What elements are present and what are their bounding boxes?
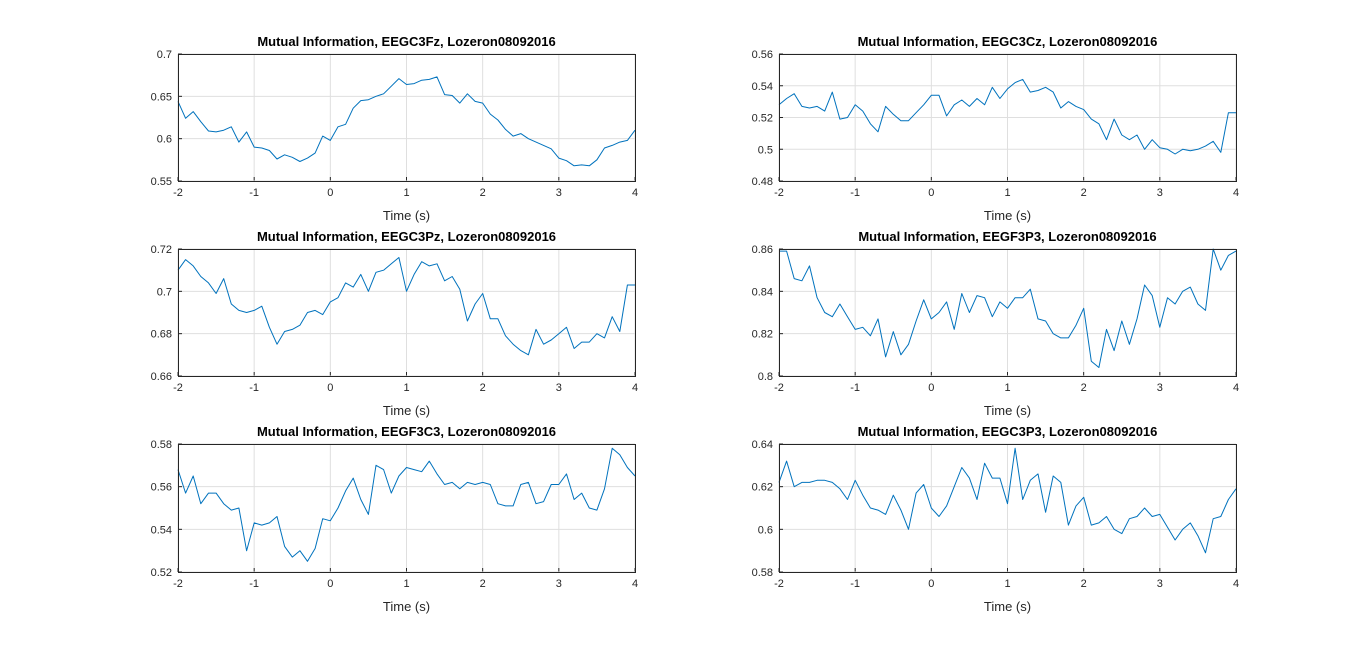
- x-tick-label: 1: [403, 578, 409, 590]
- x-tick-label: -1: [249, 187, 259, 199]
- x-tick-label: 0: [327, 382, 333, 394]
- x-tick-label: -2: [774, 187, 784, 199]
- y-tick-label: 0.72: [151, 244, 172, 256]
- chart-title: Mutual Information, EEGC3P3, Lozeron0809…: [858, 424, 1158, 439]
- y-tick-label: 0.6: [157, 134, 172, 146]
- x-tick-label: 1: [1004, 187, 1010, 199]
- x-tick-label: -2: [774, 382, 784, 394]
- x-axis-label: Time (s): [383, 403, 430, 418]
- chart-title: Mutual Information, EEGC3Fz, Lozeron0809…: [257, 34, 555, 49]
- y-tick-label: 0.52: [752, 113, 773, 125]
- y-tick-label: 0.82: [752, 329, 773, 341]
- x-tick-label: -1: [850, 382, 860, 394]
- x-tick-label: 3: [1157, 578, 1163, 590]
- x-axis-label: Time (s): [984, 599, 1031, 614]
- y-tick-label: 0.66: [151, 371, 172, 383]
- y-tick-label: 0.54: [151, 524, 172, 536]
- y-tick-label: 0.7: [157, 286, 172, 298]
- y-tick-label: 0.55: [151, 176, 172, 188]
- x-tick-label: 1: [403, 382, 409, 394]
- y-tick-label: 0.62: [752, 482, 773, 494]
- y-tick-label: 0.54: [752, 81, 773, 93]
- y-tick-label: 0.6: [758, 524, 773, 536]
- x-axis-label: Time (s): [383, 208, 430, 223]
- y-tick-label: 0.48: [752, 176, 773, 188]
- chart-title: Mutual Information, EEGF3P3, Lozeron0809…: [858, 229, 1156, 244]
- y-tick-label: 0.56: [151, 482, 172, 494]
- x-tick-label: 3: [1157, 382, 1163, 394]
- y-tick-label: 0.8: [758, 371, 773, 383]
- x-tick-label: 4: [632, 187, 638, 199]
- chart-title: Mutual Information, EEGC3Cz, Lozeron0809…: [858, 34, 1158, 49]
- x-tick-label: 2: [1081, 187, 1087, 199]
- y-tick-label: 0.64: [752, 439, 773, 451]
- chart-title: Mutual Information, EEGC3Pz, Lozeron0809…: [257, 229, 556, 244]
- x-tick-label: 0: [928, 187, 934, 199]
- x-tick-label: 1: [1004, 578, 1010, 590]
- x-tick-label: 2: [1081, 382, 1087, 394]
- y-tick-label: 0.84: [752, 286, 773, 298]
- x-tick-label: -1: [850, 187, 860, 199]
- x-tick-label: 3: [556, 382, 562, 394]
- series-line: [177, 257, 635, 356]
- chart-title: Mutual Information, EEGF3C3, Lozeron0809…: [257, 424, 556, 439]
- x-tick-label: 0: [327, 187, 333, 199]
- x-tick-label: 4: [632, 382, 638, 394]
- series-line: [778, 78, 1236, 155]
- subplot-6: -2 -1 0 1 2 3 4 0.58 0.6 0.62 0.64 Mutual Informati…: [752, 424, 1239, 614]
- axes-box: [178, 54, 636, 182]
- x-axis-label: Time (s): [383, 599, 430, 614]
- axes-box: [178, 249, 636, 377]
- y-tick-label: 0.5: [758, 144, 773, 156]
- x-axis-label: Time (s): [984, 403, 1031, 418]
- subplot-1: -2 -1 0 1 2 3 4 0.55 0.6 0.65 0.7 Mutual Informatio…: [151, 34, 638, 223]
- y-tick-label: 0.68: [151, 329, 172, 341]
- x-tick-label: 3: [556, 187, 562, 199]
- y-tick-label: 0.7: [157, 49, 172, 61]
- x-tick-label: 2: [480, 382, 486, 394]
- axes-box: [779, 249, 1237, 377]
- subplot-4: -2 -1 0 1 2 3 4 0.8 0.82 0.84 0.86 Mutual Informati…: [752, 229, 1239, 418]
- x-tick-label: 4: [1233, 382, 1239, 394]
- x-axis-label: Time (s): [984, 208, 1031, 223]
- x-tick-label: -2: [173, 578, 183, 590]
- axes-box: [779, 444, 1237, 573]
- series-line: [779, 248, 1237, 368]
- y-tick-label: 0.86: [752, 244, 773, 256]
- series-line: [177, 447, 636, 562]
- subplot-3: -2 -1 0 1 2 3 4 0.66 0.68 0.7 0.72 Mutual Informati…: [151, 229, 638, 418]
- series-line: [778, 447, 1237, 554]
- x-tick-label: 1: [403, 187, 409, 199]
- y-tick-label: 0.58: [752, 567, 773, 579]
- x-tick-label: 3: [1157, 187, 1163, 199]
- x-tick-label: 2: [480, 578, 486, 590]
- x-tick-label: 0: [327, 578, 333, 590]
- subplot-5: -2 -1 0 1 2 3 4 0.52 0.54 0.56 0.58 Mutual Informat…: [151, 424, 638, 614]
- x-tick-label: 0: [928, 578, 934, 590]
- x-tick-label: 1: [1004, 382, 1010, 394]
- x-tick-label: 0: [928, 382, 934, 394]
- x-tick-label: -1: [850, 578, 860, 590]
- axes-box: [178, 444, 636, 573]
- x-tick-label: -1: [249, 578, 259, 590]
- x-tick-label: 4: [632, 578, 638, 590]
- x-tick-label: -2: [173, 382, 183, 394]
- y-tick-label: 0.56: [752, 49, 773, 61]
- x-tick-label: -1: [249, 382, 259, 394]
- y-tick-label: 0.52: [151, 567, 172, 579]
- y-tick-label: 0.58: [151, 439, 172, 451]
- subplot-2: -2 -1 0 1 2 3 4 0.48 0.5 0.52 0.54 0.56 Mutual Infor…: [752, 34, 1239, 223]
- x-tick-label: -2: [173, 187, 183, 199]
- series-line: [177, 76, 636, 167]
- x-tick-label: 2: [480, 187, 486, 199]
- x-tick-label: 3: [556, 578, 562, 590]
- x-tick-label: -2: [774, 578, 784, 590]
- x-tick-label: 2: [1081, 578, 1087, 590]
- y-tick-label: 0.65: [151, 91, 172, 103]
- x-tick-label: 4: [1233, 578, 1239, 590]
- axes-box: [779, 54, 1237, 182]
- x-tick-label: 4: [1233, 187, 1239, 199]
